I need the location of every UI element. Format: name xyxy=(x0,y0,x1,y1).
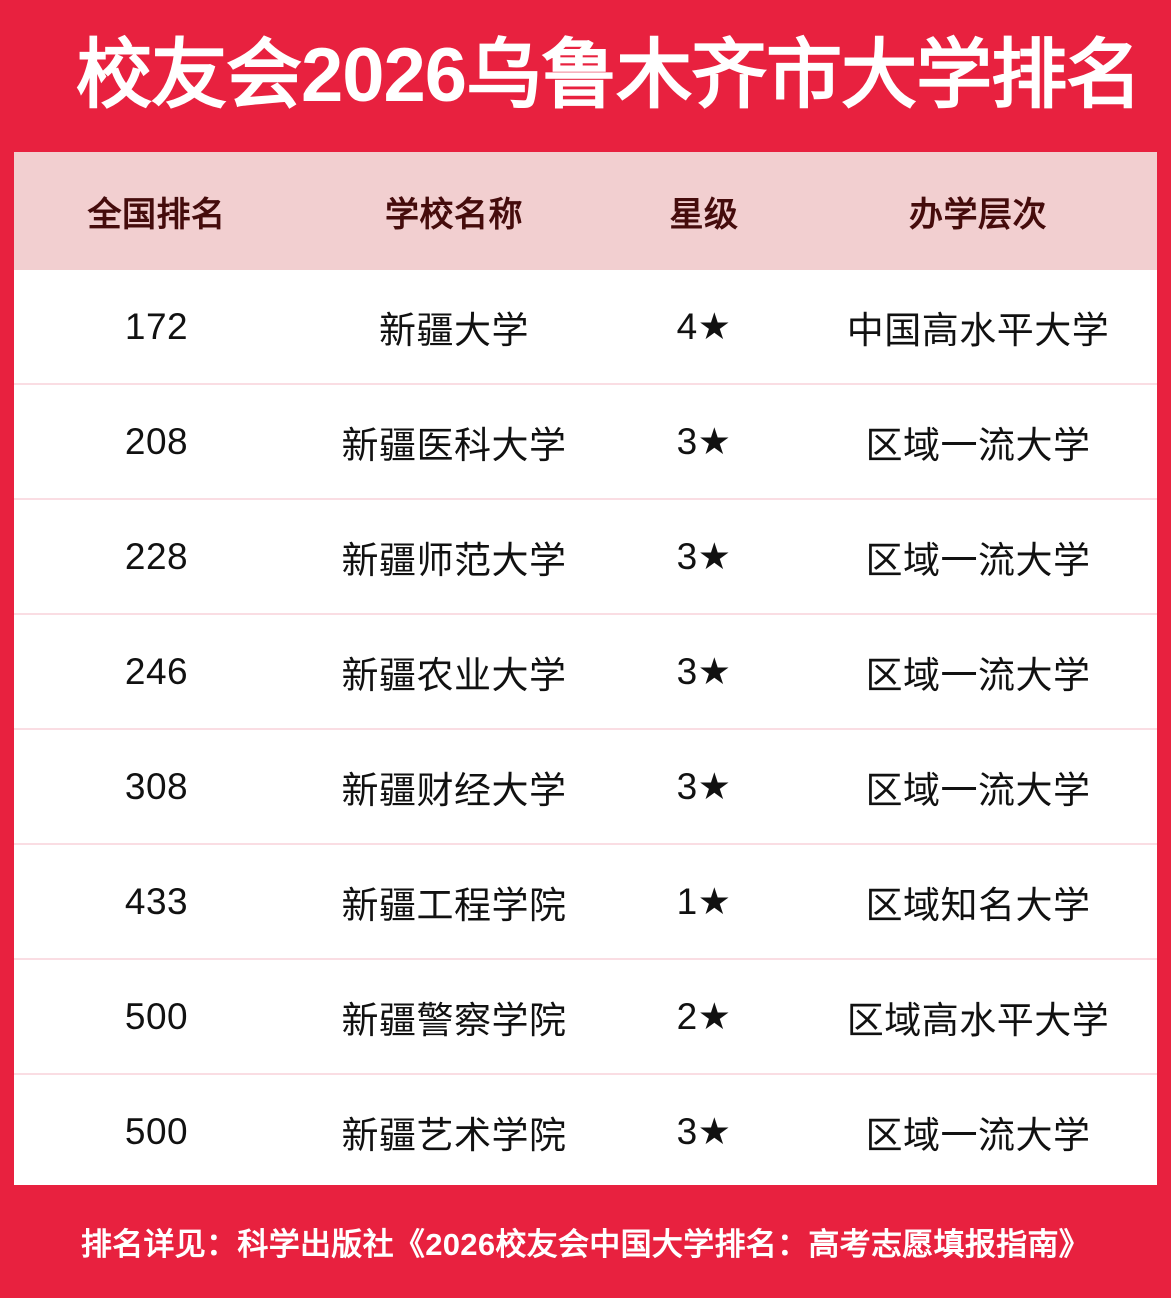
table-body: 172 新疆大学 4★ 中国高水平大学 208 新疆医科大学 3★ 区域一流大学 228 新疆师范… xyxy=(14,270,1157,1185)
star-rating: 3★ xyxy=(609,614,799,730)
table-row[interactable]: 500 新疆警察学院 2★ 区域高水平大学 xyxy=(14,959,1157,1075)
ranking-table-frame: 全国排名 学校名称 星级 办学层次 172 新疆大学 4★ 中国高水平大学 208 新疆医… xyxy=(14,152,1157,1185)
table-row[interactable]: 308 新疆财经大学 3★ 区域一流大学 xyxy=(14,729,1157,845)
ranking-table: 全国排名 学校名称 星级 办学层次 172 新疆大学 4★ 中国高水平大学 208 新疆医… xyxy=(14,152,1157,1185)
table-row[interactable]: 433 新疆工程学院 1★ 区域知名大学 xyxy=(14,844,1157,960)
university-name: 新疆工程学院 xyxy=(299,844,609,960)
source-note: 排名详见：科学出版社《2026校友会中国大学排名：高考志愿填报指南》 xyxy=(80,1227,1091,1262)
rank-value: 228 xyxy=(14,499,299,615)
school-tier: 中国高水平大学 xyxy=(799,270,1157,385)
table-row[interactable]: 500 新疆艺术学院 3★ 区域一流大学 xyxy=(14,1074,1157,1185)
table-row[interactable]: 228 新疆师范大学 3★ 区域一流大学 xyxy=(14,499,1157,615)
column-header-rank[interactable]: 全国排名 xyxy=(14,152,299,270)
rank-value: 433 xyxy=(14,844,299,960)
table-row[interactable]: 246 新疆农业大学 3★ 区域一流大学 xyxy=(14,614,1157,730)
page-title: 校友会2026乌鲁木齐市大学排名 xyxy=(76,33,1142,118)
column-header-level[interactable]: 办学层次 xyxy=(799,152,1157,270)
school-tier: 区域高水平大学 xyxy=(799,959,1157,1075)
table-header: 全国排名 学校名称 星级 办学层次 xyxy=(14,152,1157,270)
star-rating: 3★ xyxy=(609,499,799,615)
school-tier: 区域一流大学 xyxy=(799,384,1157,500)
table-row[interactable]: 172 新疆大学 4★ 中国高水平大学 xyxy=(14,270,1157,385)
star-rating: 1★ xyxy=(609,844,799,960)
rank-value: 500 xyxy=(14,959,299,1075)
column-header-name[interactable]: 学校名称 xyxy=(299,152,609,270)
school-tier: 区域一流大学 xyxy=(799,1074,1157,1185)
rank-value: 208 xyxy=(14,384,299,500)
school-tier: 区域知名大学 xyxy=(799,844,1157,960)
university-name: 新疆师范大学 xyxy=(299,499,609,615)
school-tier: 区域一流大学 xyxy=(799,614,1157,730)
column-header-star[interactable]: 星级 xyxy=(609,152,799,270)
table-header-row: 全国排名 学校名称 星级 办学层次 xyxy=(14,152,1157,270)
star-rating: 3★ xyxy=(609,384,799,500)
university-name: 新疆财经大学 xyxy=(299,729,609,845)
university-name: 新疆艺术学院 xyxy=(299,1074,609,1185)
university-name: 新疆农业大学 xyxy=(299,614,609,730)
university-name: 新疆警察学院 xyxy=(299,959,609,1075)
school-tier: 区域一流大学 xyxy=(799,729,1157,845)
rank-value: 500 xyxy=(14,1074,299,1185)
school-tier: 区域一流大学 xyxy=(799,499,1157,615)
title-banner: 校友会2026乌鲁木齐市大学排名 xyxy=(0,0,1171,152)
university-name: 新疆大学 xyxy=(299,270,609,385)
rank-value: 308 xyxy=(14,729,299,845)
star-rating: 4★ xyxy=(609,270,799,385)
star-rating: 3★ xyxy=(609,729,799,845)
star-rating: 3★ xyxy=(609,1074,799,1185)
table-row[interactable]: 208 新疆医科大学 3★ 区域一流大学 xyxy=(14,384,1157,500)
star-rating: 2★ xyxy=(609,959,799,1075)
rank-value: 246 xyxy=(14,614,299,730)
rank-value: 172 xyxy=(14,270,299,385)
footer-banner: 排名详见：科学出版社《2026校友会中国大学排名：高考志愿填报指南》 xyxy=(0,1185,1171,1298)
university-name: 新疆医科大学 xyxy=(299,384,609,500)
